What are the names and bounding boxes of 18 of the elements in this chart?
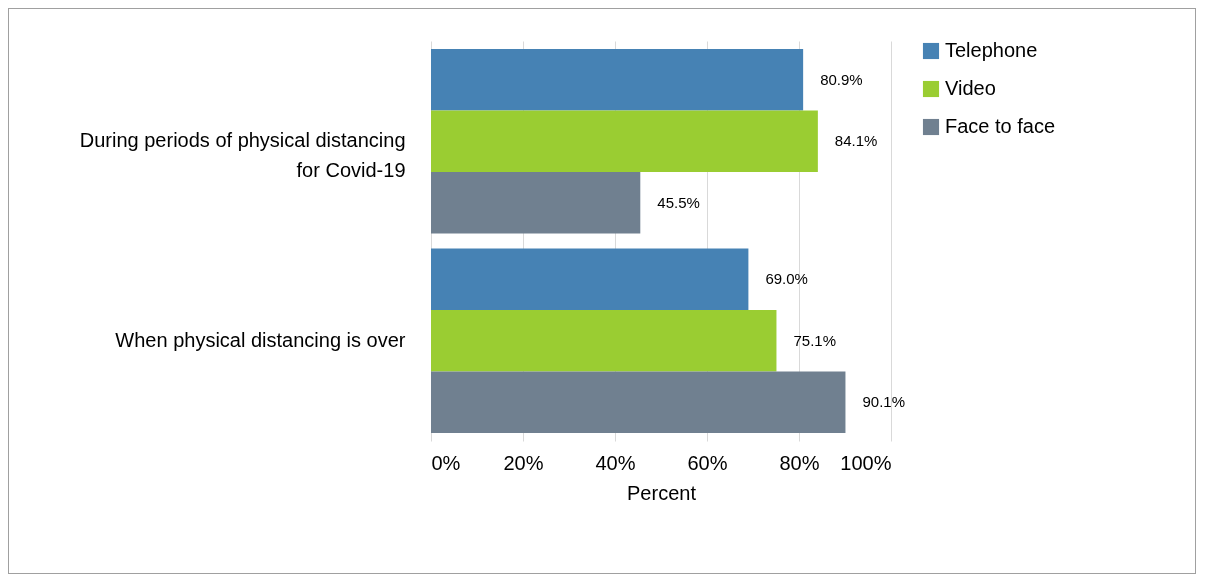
legend-label: Video	[945, 77, 996, 99]
data-label: 69.0%	[765, 270, 808, 288]
legend-label: Telephone	[945, 39, 1038, 61]
y-tick-label: When physical distancing is over	[115, 328, 406, 351]
data-label: 90.1%	[862, 393, 906, 411]
x-tick-label: 80%	[779, 451, 820, 474]
data-label: 84.1%	[834, 132, 878, 150]
x-tick-label: 40%	[595, 451, 636, 474]
legend-label: Face to face	[945, 115, 1056, 137]
data-label: 45.5%	[657, 193, 700, 211]
x-axis-title: Percent	[627, 481, 697, 504]
x-tick-label: 0%	[431, 451, 461, 474]
y-tick-label: During periods of physical distancing for Covid-19	[79, 129, 406, 182]
x-tick-label: 20%	[503, 451, 544, 474]
x-tick-label: 100%	[840, 451, 892, 474]
data-label: 80.9%	[820, 70, 863, 88]
x-tick-label: 60%	[687, 451, 728, 474]
data-label: 75.1%	[793, 331, 837, 349]
